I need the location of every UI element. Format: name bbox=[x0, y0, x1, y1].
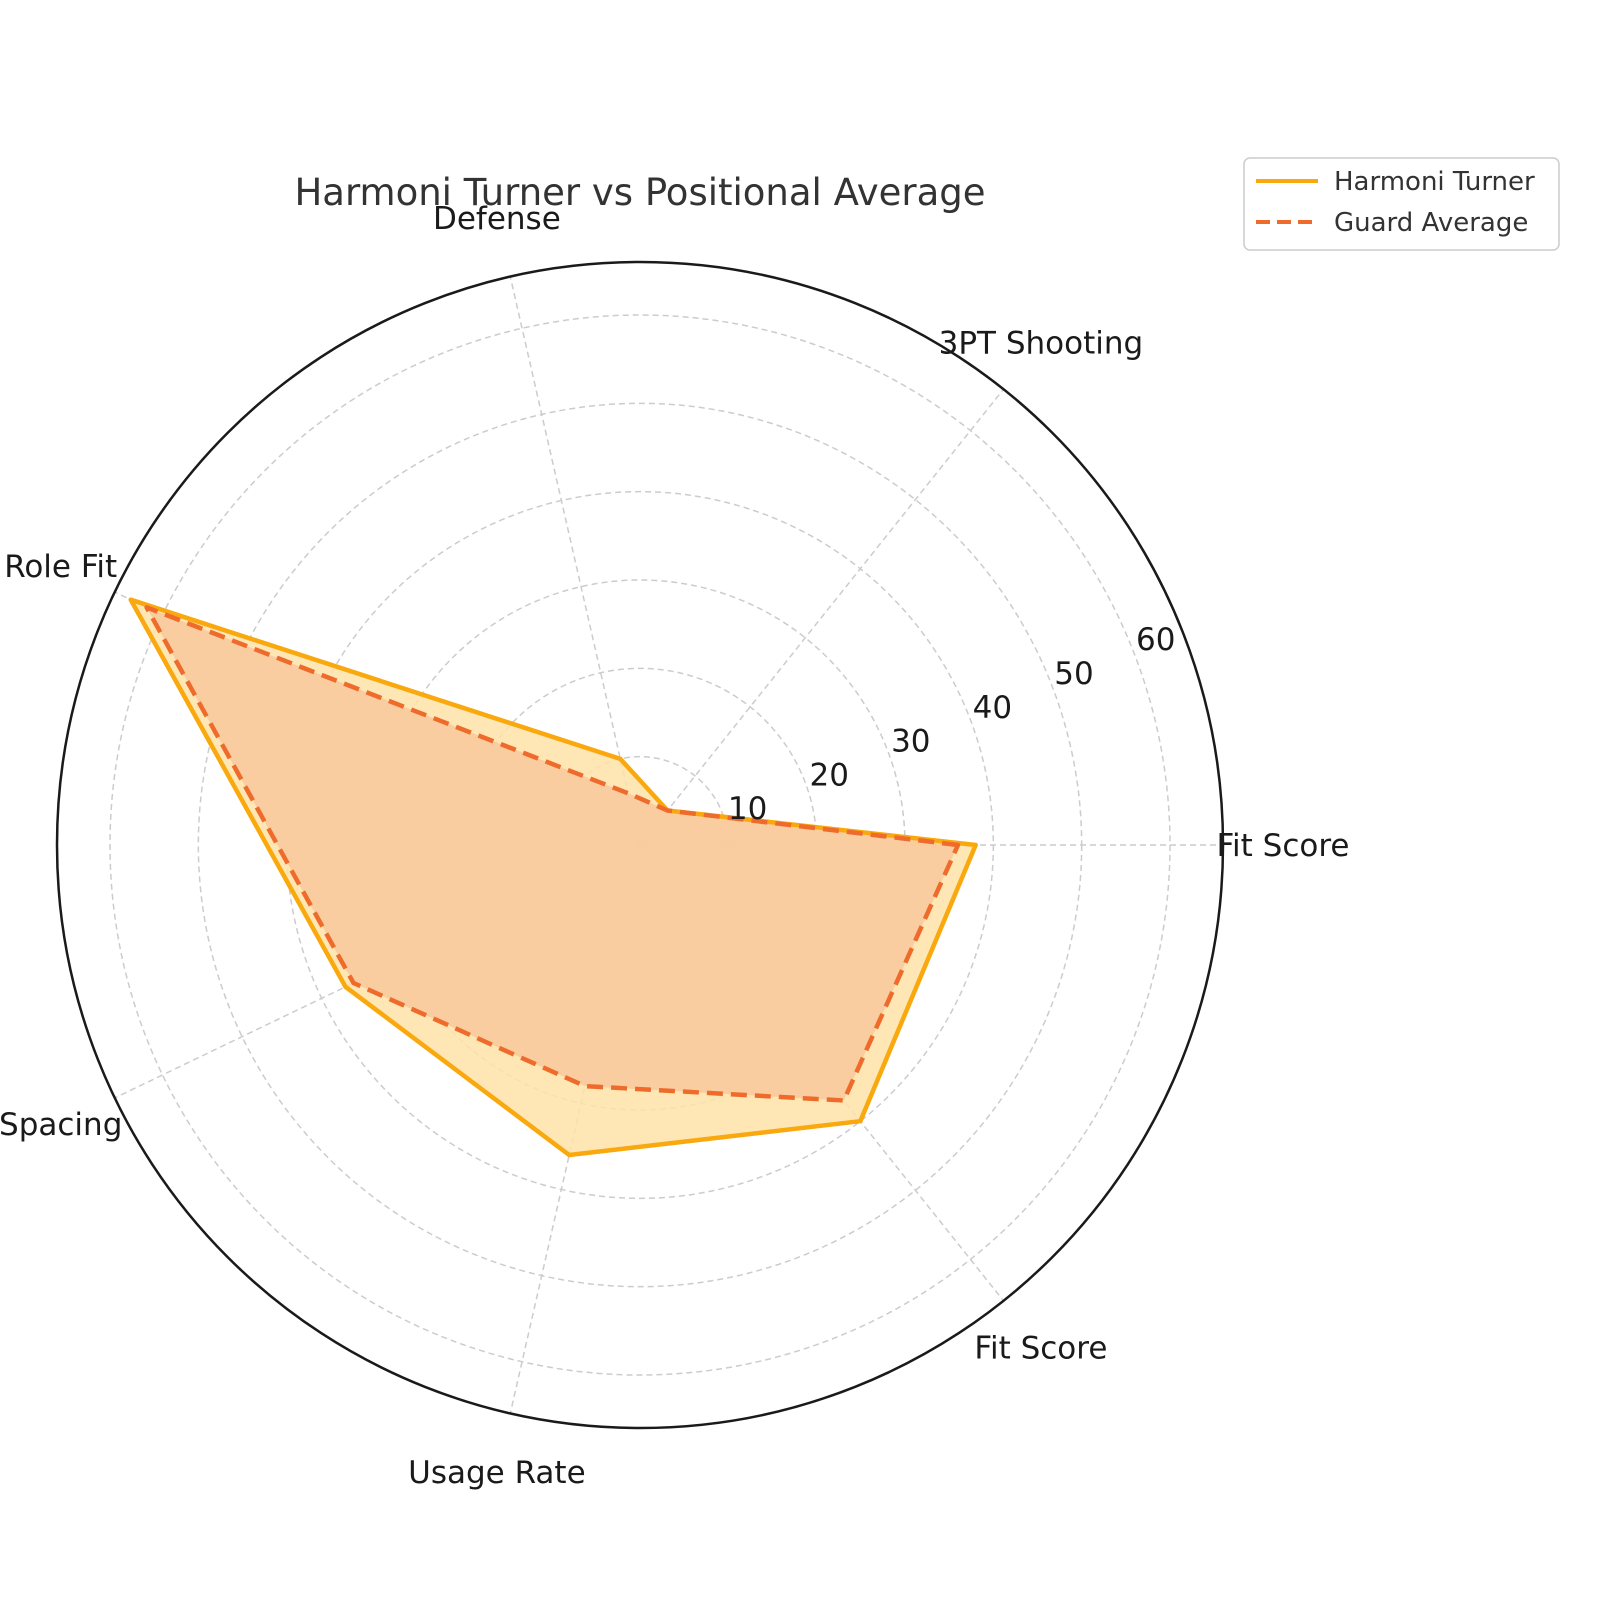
category-label: 3PT Shooting bbox=[939, 325, 1144, 361]
category-label: Usage Rate bbox=[408, 1455, 586, 1491]
category-label: Defense bbox=[433, 201, 561, 237]
radial-tick-label: 30 bbox=[891, 724, 930, 760]
radial-tick-label: 50 bbox=[1054, 656, 1093, 692]
outer-ring-circle bbox=[55, 260, 1225, 1430]
radial-tick-labels: 10 20 30 40 50 60 bbox=[728, 622, 1176, 827]
outer-ring bbox=[55, 260, 1225, 1430]
legend-label-harmoni-turner: Harmoni Turner bbox=[1334, 167, 1535, 197]
radial-tick-label: 40 bbox=[973, 690, 1012, 726]
category-label: Spacing bbox=[0, 1107, 122, 1143]
radial-tick-label: 20 bbox=[809, 757, 848, 793]
series-line bbox=[144, 605, 961, 1103]
category-label: Fit Score bbox=[974, 1331, 1107, 1367]
series-line bbox=[128, 597, 978, 1158]
series-fill bbox=[146, 607, 959, 1101]
chart-title: Harmoni Turner vs Positional Average bbox=[294, 171, 985, 214]
grid-spoke bbox=[509, 276, 641, 846]
series-lines bbox=[128, 597, 978, 1158]
category-labels: Fit Score 3PT Shooting Defense Role Fit Spac… bbox=[0, 201, 1350, 1491]
category-label: Fit Score bbox=[1216, 828, 1349, 864]
legend: Harmoni Turner Guard Average bbox=[1243, 157, 1560, 251]
radial-tick-label: 10 bbox=[728, 791, 767, 827]
series-fills bbox=[130, 599, 976, 1155]
legend-frame bbox=[1243, 157, 1560, 251]
category-label: Role Fit bbox=[4, 549, 117, 585]
radial-tick-label: 60 bbox=[1136, 622, 1175, 658]
grid-spoke bbox=[639, 388, 1005, 846]
legend-label-guard-average: Guard Average bbox=[1334, 208, 1528, 238]
